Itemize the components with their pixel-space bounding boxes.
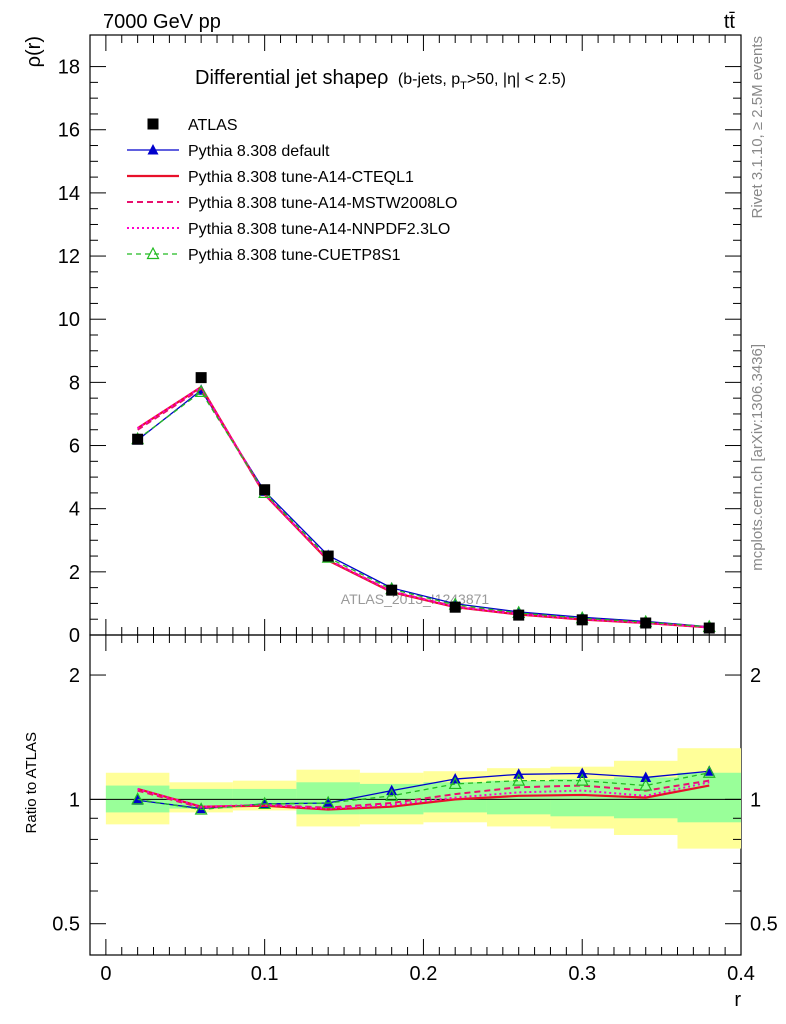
main-y-tick-label: 4 <box>69 499 80 521</box>
ratio-band-green <box>677 772 741 823</box>
ratio-y-axis-label: Ratio to ATLAS <box>23 732 40 833</box>
legend-marker <box>147 144 159 155</box>
main-y-axis-label: ρ(r) <box>23 36 45 67</box>
ratio-series-marker <box>512 773 526 786</box>
side-label-rivet: Rivet 3.1.10, ≥ 2.5M events <box>749 36 766 219</box>
main-axis-ticks: 0 2 4 6 8 10 12 14 16 18 <box>58 35 742 647</box>
ratio-y-tick-label-right: 2 <box>750 665 761 687</box>
main-data-point <box>703 622 715 634</box>
main-y-tick-label: 12 <box>58 246 80 268</box>
main-y-tick-label: 16 <box>58 120 80 142</box>
main-data-point <box>513 609 525 621</box>
ratio-x-tick-label: 0 <box>100 963 111 985</box>
legend: ATLAS Pythia 8.308 default Pythia 8.308 tu… <box>127 117 457 264</box>
ratio-series-marker <box>448 776 462 790</box>
ratio-series-marker <box>194 802 208 815</box>
main-series-marker <box>194 384 208 397</box>
legend-marker <box>147 118 159 130</box>
main-y-tick-label: 0 <box>69 625 80 647</box>
ratio-axis-ticks: 0 0.1 0.2 0.3 0.4 0.5 0.5 1 1 2 2 <box>52 635 778 985</box>
ratio-x-tick-label: 0.4 <box>727 963 755 985</box>
main-data-point <box>386 584 398 596</box>
x-axis-label: r <box>734 989 741 1011</box>
ratio-series-marker <box>131 792 145 805</box>
main-y-tick-label: 6 <box>69 436 80 458</box>
ratio-x-tick-label: 0.1 <box>251 963 279 985</box>
legend-marker <box>146 246 160 260</box>
main-data-point <box>195 372 207 384</box>
ratio-series-marker <box>702 765 716 778</box>
main-data-point <box>322 550 334 562</box>
ratio-series-line <box>137 784 710 811</box>
plot-title-subtitle: (b-jets, p <box>398 71 460 88</box>
main-data-point <box>449 601 461 613</box>
main-data-point <box>640 617 652 629</box>
main-series-line <box>137 390 710 628</box>
legend-label: Pythia 8.308 tune-A14-NNPDF2.3LO <box>188 221 450 238</box>
ratio-y-tick-label: 2 <box>69 665 80 687</box>
ratio-series-layer <box>131 765 716 815</box>
legend-label: Pythia 8.308 default <box>188 143 330 160</box>
ratio-x-tick-label: 0.3 <box>568 963 596 985</box>
main-data-point <box>132 433 144 445</box>
energy-label: 7000 GeV pp <box>103 11 221 33</box>
ratio-series-marker <box>322 797 334 808</box>
ratio-series-line <box>137 772 710 811</box>
main-data-point <box>576 614 588 626</box>
ratio-series-marker <box>385 788 399 801</box>
legend-label: Pythia 8.308 tune-A14-CTEQL1 <box>188 169 414 186</box>
main-data-point <box>259 484 271 496</box>
main-series-layer <box>131 372 716 634</box>
ratio-y-tick-label-right: 0.5 <box>750 914 778 936</box>
plot-title-subscript: T <box>460 80 467 92</box>
ratio-series-marker <box>640 771 652 782</box>
side-label-mcplots: mcplots.cern.ch [arXiv:1306.3436] <box>749 344 766 571</box>
main-y-tick-label: 18 <box>58 57 80 79</box>
plot-title-subtitle-rest: >50, |η| < 2.5) <box>467 71 566 88</box>
main-y-tick-label: 2 <box>69 562 80 584</box>
ratio-y-tick-label: 1 <box>69 789 80 811</box>
ratio-band-green <box>169 788 233 809</box>
main-y-tick-label: 8 <box>69 372 80 394</box>
ratio-series-marker <box>258 796 272 810</box>
main-series-line <box>137 385 710 629</box>
plot-title-main: Differential jet shapeρ <box>195 67 388 89</box>
legend-label: ATLAS <box>188 117 238 134</box>
ratio-series-marker <box>576 767 588 779</box>
ratio-series-marker <box>575 773 589 786</box>
ratio-series-marker <box>321 795 335 809</box>
plot-title: Differential jet shapeρ (b-jets, pT>50, … <box>195 67 566 92</box>
main-y-tick-label: 10 <box>58 309 80 331</box>
main-y-tick-label: 14 <box>58 183 80 205</box>
ratio-uncertainty-bands <box>105 748 741 849</box>
ratio-series-marker <box>639 778 653 791</box>
legend-label: Pythia 8.308 tune-CUETP8S1 <box>188 247 401 264</box>
legend-label: Pythia 8.308 tune-A14-MSTW2008LO <box>188 195 457 212</box>
ratio-y-tick-label-right: 1 <box>750 789 761 811</box>
process-label: tt̄ <box>724 11 736 33</box>
ratio-x-tick-label: 0.2 <box>410 963 438 985</box>
ratio-y-tick-label: 0.5 <box>52 914 80 936</box>
